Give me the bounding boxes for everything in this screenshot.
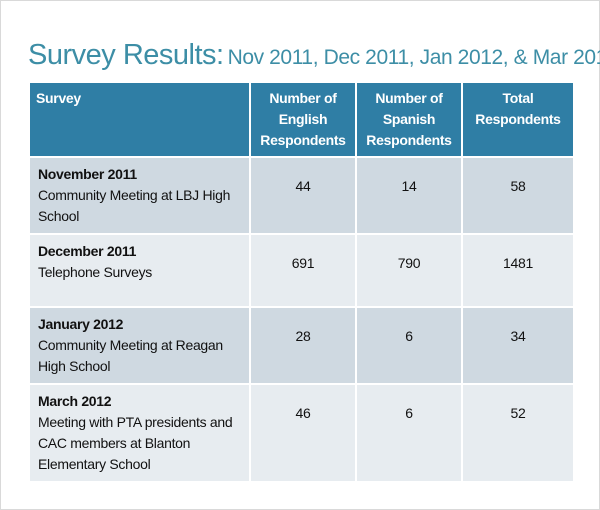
table-head: Survey Number of English Respondents Num… (30, 83, 573, 156)
title-main: Survey Results: (28, 39, 224, 71)
survey-period: January 2012 (38, 316, 124, 332)
header-row: Survey Number of English Respondents Num… (30, 83, 573, 156)
spanish-count: 6 (357, 385, 461, 481)
survey-cell: March 2012 Meeting with PTA presidents an… (30, 385, 249, 481)
header-cell: Total Respondents (463, 83, 573, 156)
spanish-count: 6 (357, 308, 461, 383)
survey-period: December 2011 (38, 243, 137, 259)
total-count: 58 (463, 158, 573, 233)
total-count: 34 (463, 308, 573, 383)
title: Survey Results: Nov 2011, Dec 2011, Jan 2… (28, 39, 600, 72)
survey-period: March 2012 (38, 393, 112, 409)
title-sub: Nov 2011, Dec 2011, Jan 2012, & Mar 2012 (227, 46, 600, 69)
spanish-count: 14 (357, 158, 461, 233)
english-count: 44 (251, 158, 355, 233)
table-row: December 2011 Telephone Surveys 691 790 1481 (30, 235, 573, 306)
header-cell: Number of Spanish Respondents (357, 83, 461, 156)
table-row: January 2012 Community Meeting at Reagan … (30, 308, 573, 383)
survey-cell: January 2012 Community Meeting at Reagan … (30, 308, 249, 383)
survey-cell: November 2011 Community Meeting at LBJ Hi… (30, 158, 249, 233)
english-count: 691 (251, 235, 355, 306)
header-cell: Number of English Respondents (251, 83, 355, 156)
survey-description: Telephone Surveys (38, 264, 152, 280)
survey-cell: December 2011 Telephone Surveys (30, 235, 249, 306)
english-count: 28 (251, 308, 355, 383)
survey-table: Survey Number of English Respondents Num… (28, 81, 575, 483)
header-cell: Survey (30, 83, 249, 156)
table-body: November 2011 Community Meeting at LBJ Hi… (30, 158, 573, 481)
spanish-count: 790 (357, 235, 461, 306)
table-row: March 2012 Meeting with PTA presidents an… (30, 385, 573, 481)
total-count: 1481 (463, 235, 573, 306)
total-count: 52 (463, 385, 573, 481)
survey-description: Meeting with PTA presidents and CAC memb… (38, 414, 233, 472)
survey-period: November 2011 (38, 166, 137, 182)
english-count: 46 (251, 385, 355, 481)
table-row: November 2011 Community Meeting at LBJ Hi… (30, 158, 573, 233)
survey-description: Community Meeting at Reagan High School (38, 337, 223, 374)
survey-description: Community Meeting at LBJ High School (38, 187, 231, 224)
